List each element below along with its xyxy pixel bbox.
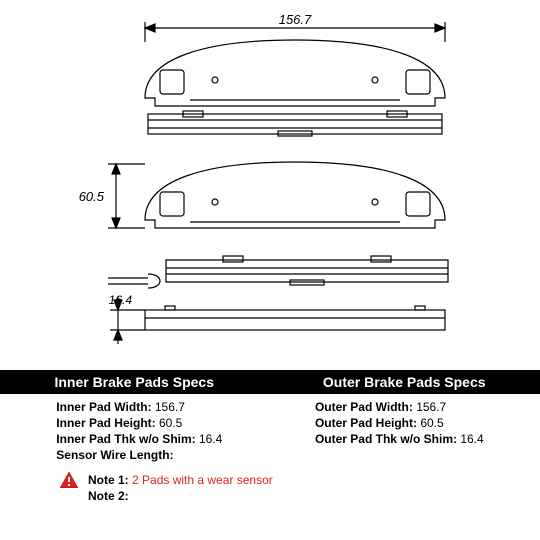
pad-middle (145, 162, 445, 228)
note1-text: 2 Pads with a wear sensor (132, 473, 273, 487)
dim-small-height-label: 16.4 (109, 293, 133, 307)
pad-top (145, 40, 445, 106)
inner-thk-val: 16.4 (199, 432, 222, 446)
inner-sensor-label: Sensor Wire Length: (56, 448, 173, 462)
dim-side-height-label: 60.5 (79, 189, 105, 204)
notes-block: Note 1: 2 Pads with a wear sensor Note 2… (0, 464, 540, 504)
outer-thk-val: 16.4 (460, 432, 483, 446)
shim-top (148, 111, 442, 136)
outer-width-label: Outer Pad Width: (315, 400, 413, 414)
inner-specs-title: Inner Brake Pads Specs (54, 374, 214, 390)
inner-thk-label: Inner Pad Thk w/o Shim: (56, 432, 195, 446)
note1-label: Note 1: (88, 473, 129, 487)
note2-label: Note 2: (88, 489, 129, 503)
wear-sensor (108, 256, 448, 288)
warning-icon (60, 472, 78, 488)
specs-body: Inner Pad Width: 156.7 Inner Pad Height:… (0, 394, 540, 464)
specs-header: Inner Brake Pads Specs Outer Brake Pads … (0, 370, 540, 394)
inner-width-label: Inner Pad Width: (56, 400, 151, 414)
inner-height-label: Inner Pad Height: (56, 416, 155, 430)
outer-height-val: 60.5 (420, 416, 443, 430)
dim-top-width-label: 156.7 (279, 12, 312, 27)
dim-side-height (108, 164, 145, 228)
outer-col: Outer Pad Width: 156.7 Outer Pad Height:… (315, 400, 484, 462)
outer-specs-title: Outer Brake Pads Specs (323, 374, 486, 390)
outer-height-label: Outer Pad Height: (315, 416, 417, 430)
edge-view (145, 306, 445, 330)
drawing-svg: 156.7 (0, 0, 540, 370)
diagram-root: 156.7 (0, 0, 540, 540)
outer-thk-label: Outer Pad Thk w/o Shim: (315, 432, 457, 446)
outer-width-val: 156.7 (416, 400, 446, 414)
inner-height-val: 60.5 (159, 416, 182, 430)
inner-col: Inner Pad Width: 156.7 Inner Pad Height:… (56, 400, 222, 462)
inner-width-val: 156.7 (155, 400, 185, 414)
